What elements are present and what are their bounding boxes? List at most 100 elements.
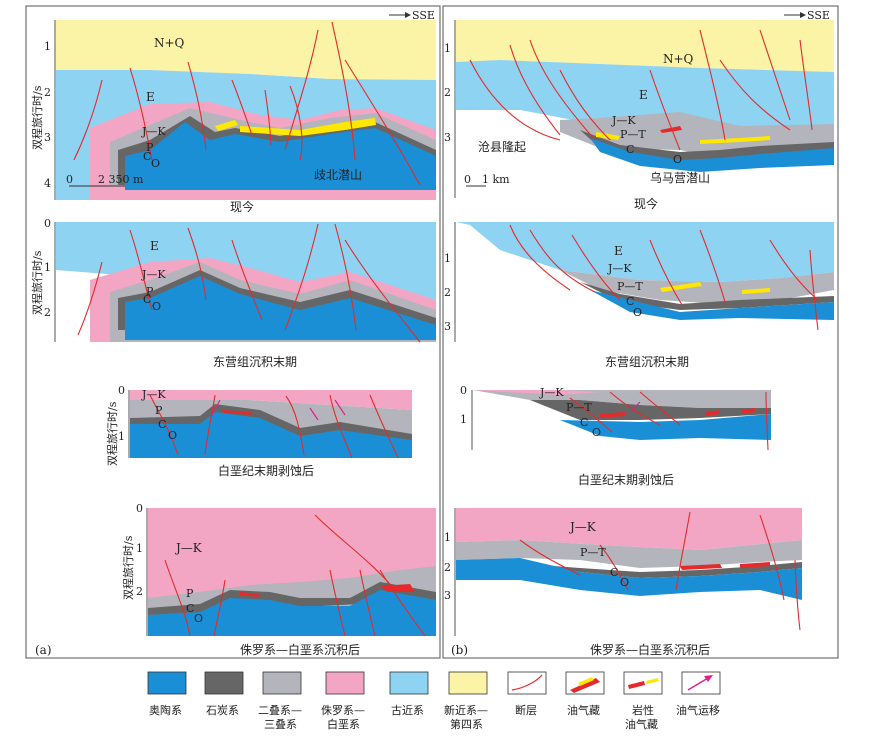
label-b1-e: E (639, 88, 648, 102)
axis-a1: 1 2 3 4 (44, 20, 56, 200)
svg-text:3: 3 (444, 589, 451, 602)
label-b1-nq: N+Q (663, 52, 694, 66)
uplift-label-b: 沧县隆起 (478, 139, 526, 154)
label-a2-e: E (150, 239, 159, 253)
label-b4-pt: P—T (580, 546, 606, 559)
section-b-jurassic (456, 508, 802, 636)
legend-label-paleogene: 古近系 (391, 704, 424, 717)
svg-text:2: 2 (444, 86, 451, 99)
buried-hill-label-a: 歧北潜山 (314, 168, 362, 182)
section-b-dongying (456, 222, 834, 342)
label-a3-p: P (155, 404, 163, 417)
section-b-present (456, 20, 834, 198)
svg-text:1: 1 (136, 542, 143, 555)
svg-text:1: 1 (44, 261, 51, 274)
axis-title-a4: 双程旅行时/s (121, 535, 135, 600)
legend-swatch-paleogene (389, 671, 429, 695)
panel-letter-b: (b) (451, 643, 468, 657)
svg-text:1: 1 (444, 531, 451, 544)
label-b1-o: O (673, 153, 682, 166)
caption-b-jurassic: 侏罗系—白垩系沉积后 (590, 642, 710, 657)
label-b1-c: C (626, 143, 634, 156)
direction-arrow-a: SSE (389, 9, 435, 22)
label-a4-p: P (186, 587, 194, 600)
label-b3-o: O (592, 426, 601, 439)
label-a2-jk: J—K (141, 268, 166, 281)
svg-text:2: 2 (44, 86, 51, 99)
direction-label-a: SSE (412, 9, 435, 22)
legend-swatch-reservoir (565, 671, 605, 695)
section-a-jurassic (148, 508, 436, 637)
scale-label-b: 1 km (482, 173, 510, 186)
panel-a-frame (25, 5, 441, 659)
label-a3-o: O (168, 429, 177, 442)
legend-label-jurassic-cretaceous-2: 白垩系 (327, 717, 360, 731)
legend-swatch-ordovician (147, 671, 187, 695)
label-b4-jk: J—K (568, 520, 597, 534)
label-b4-o: O (620, 576, 629, 589)
label-b2-jk: J—K (607, 262, 632, 275)
svg-text:3: 3 (444, 131, 451, 144)
label-b1-jk: J—K (611, 114, 636, 127)
svg-text:3: 3 (44, 131, 51, 144)
section-a-present (56, 20, 436, 200)
legend-label-fault: 断层 (515, 703, 537, 717)
label-b4-c: C (610, 566, 618, 579)
caption-b-cretaceous: 白垩纪末期剥蚀后 (578, 472, 674, 487)
section-a-cretaceous (130, 390, 412, 459)
axis-b3: 0 1 (460, 384, 473, 450)
svg-text:1: 1 (460, 413, 467, 426)
axis-b2: 1 2 3 (444, 222, 456, 342)
label-b1-pt: P—T (620, 128, 646, 141)
label-b2-o: O (633, 306, 642, 319)
caption-a-dongying: 东营组沉积末期 (213, 355, 297, 369)
caption-a-cretaceous: 白垩纪末期剥蚀后 (218, 463, 314, 478)
label-a2-c: C (143, 293, 151, 306)
svg-text:2: 2 (136, 585, 143, 598)
svg-text:1: 1 (44, 40, 51, 53)
axis-title-a3: 双程旅行时/s (105, 401, 119, 466)
label-a3-jk: J—K (141, 388, 166, 401)
svg-text:1: 1 (118, 430, 125, 443)
legend-label-jurassic-cretaceous-1: 侏罗系— (321, 704, 365, 717)
label-b2-c: C (626, 295, 634, 308)
label-a1-p: P (146, 141, 154, 154)
legend-label-migration: 油气运移 (676, 703, 720, 717)
svg-text:4: 4 (44, 177, 51, 190)
label-a1-o: O (151, 157, 160, 170)
legend: 奥陶系 石炭系 二叠系— 三叠系 侏罗系— 白垩系 古近系 新近系— 第四系 断… (147, 671, 721, 731)
direction-label-b: SSE (807, 9, 830, 22)
legend-label-permian-triassic-2: 三叠系 (264, 718, 297, 731)
svg-text:2: 2 (444, 286, 451, 299)
legend-swatch-neogene-quaternary (448, 671, 488, 695)
legend-swatch-carboniferous (204, 671, 244, 695)
label-b3-pt: P—T (566, 401, 592, 414)
legend-swatch-jurassic-cretaceous (325, 671, 365, 695)
legend-label-lithologic-1: 岩性 (632, 703, 654, 717)
label-b3-c: C (580, 416, 588, 429)
legend-swatch-lithologic-reservoir (623, 671, 663, 695)
legend-label-neogene-quaternary-1: 新近系— (444, 703, 488, 717)
legend-label-lithologic-2: 油气藏 (625, 717, 658, 731)
svg-text:3: 3 (444, 320, 451, 333)
label-b2-pt: P—T (617, 280, 643, 293)
svg-text:1: 1 (444, 42, 451, 55)
caption-a-jurassic: 侏罗系—白垩系沉积后 (240, 642, 360, 657)
caption-b-dongying: 东营组沉积末期 (605, 355, 689, 369)
label-a4-o: O (194, 612, 203, 625)
svg-text:0: 0 (460, 384, 467, 397)
svg-text:0: 0 (118, 384, 125, 397)
label-a1-jk: J—K (141, 125, 166, 138)
legend-label-reservoir: 油气藏 (567, 703, 600, 717)
svg-text:2: 2 (444, 561, 451, 574)
axis-a4: 0 1 2 (136, 502, 148, 636)
direction-arrow-b: SSE (784, 9, 830, 22)
panel-b-frame (442, 5, 839, 659)
label-a1-e: E (146, 90, 155, 104)
axis-title-a1: 双程旅行时/s (30, 85, 44, 150)
svg-text:2: 2 (44, 306, 51, 319)
scale-zero-a: 0 (66, 173, 73, 186)
section-b-cretaceous (473, 390, 771, 451)
scale-zero-b: 0 (464, 173, 471, 186)
